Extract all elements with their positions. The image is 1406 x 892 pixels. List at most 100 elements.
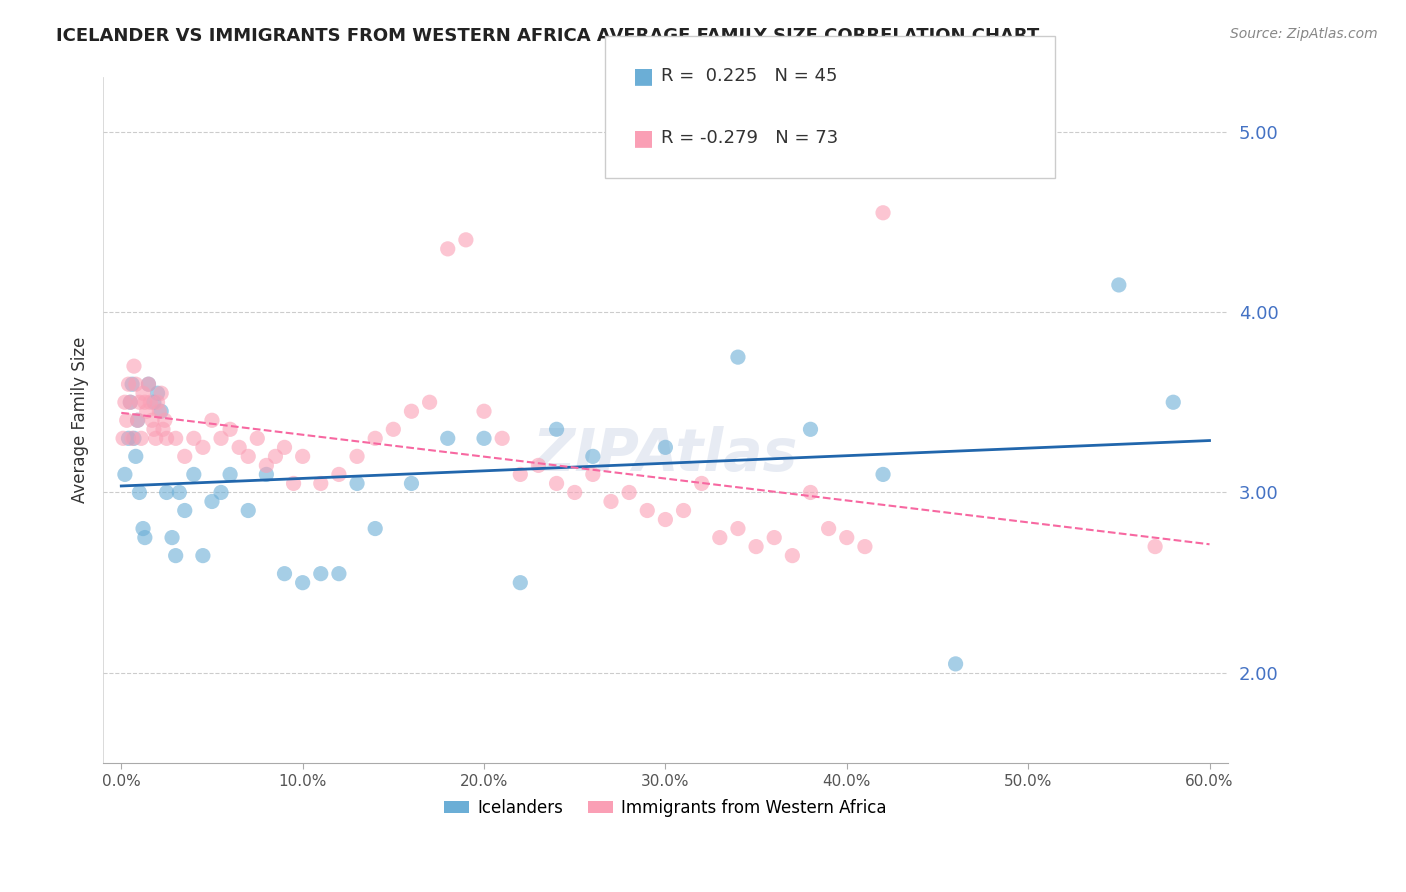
Immigrants from Western Africa [141, 413, 163, 427]
Icelanders [138, 377, 160, 392]
Immigrants from Western Africa [546, 476, 568, 491]
Icelanders [799, 422, 821, 436]
Immigrants from Western Africa [264, 450, 287, 464]
Icelanders [117, 431, 139, 445]
Icelanders [169, 485, 191, 500]
Icelanders [142, 395, 165, 409]
Immigrants from Western Africa [419, 395, 441, 409]
Icelanders [150, 404, 173, 418]
Immigrants from Western Africa [872, 206, 894, 220]
Immigrants from Western Africa [509, 467, 531, 482]
Immigrants from Western Africa [853, 540, 876, 554]
Icelanders [328, 566, 350, 581]
Icelanders [191, 549, 214, 563]
Immigrants from Western Africa [117, 377, 139, 392]
Icelanders [219, 467, 242, 482]
Text: ■: ■ [633, 128, 654, 148]
Immigrants from Western Africa [672, 503, 695, 517]
Immigrants from Western Africa [309, 476, 332, 491]
Immigrants from Western Africa [709, 531, 731, 545]
Icelanders [654, 441, 676, 455]
Icelanders [472, 431, 495, 445]
Immigrants from Western Africa [146, 395, 169, 409]
Immigrants from Western Africa [564, 485, 586, 500]
Immigrants from Western Africa [128, 395, 150, 409]
Icelanders [165, 549, 187, 563]
Immigrants from Western Africa [254, 458, 277, 473]
Immigrants from Western Africa [817, 522, 839, 536]
Icelanders [120, 395, 142, 409]
Icelanders [160, 531, 183, 545]
Icelanders [872, 467, 894, 482]
Immigrants from Western Africa [436, 242, 458, 256]
Immigrants from Western Africa [129, 431, 152, 445]
Icelanders [291, 575, 314, 590]
Immigrants from Western Africa [138, 377, 160, 392]
Immigrants from Western Africa [346, 450, 368, 464]
Immigrants from Western Africa [121, 431, 143, 445]
Text: R = -0.279   N = 73: R = -0.279 N = 73 [661, 129, 838, 147]
Immigrants from Western Africa [328, 467, 350, 482]
Immigrants from Western Africa [273, 441, 295, 455]
Icelanders [209, 485, 232, 500]
Immigrants from Western Africa [112, 431, 135, 445]
Text: ICELANDER VS IMMIGRANTS FROM WESTERN AFRICA AVERAGE FAMILY SIZE CORRELATION CHAR: ICELANDER VS IMMIGRANTS FROM WESTERN AFR… [56, 27, 1039, 45]
Immigrants from Western Africa [617, 485, 640, 500]
Immigrants from Western Africa [527, 458, 550, 473]
Icelanders [364, 522, 387, 536]
Icelanders [346, 476, 368, 491]
Text: ■: ■ [633, 66, 654, 86]
Icelanders [122, 431, 145, 445]
Immigrants from Western Africa [835, 531, 858, 545]
Immigrants from Western Africa [150, 386, 173, 401]
Immigrants from Western Africa [183, 431, 205, 445]
Immigrants from Western Africa [153, 413, 176, 427]
Immigrants from Western Africa [291, 450, 314, 464]
Icelanders [173, 503, 195, 517]
Icelanders [436, 431, 458, 445]
Immigrants from Western Africa [139, 395, 162, 409]
Legend: Icelanders, Immigrants from Western Africa: Icelanders, Immigrants from Western Afri… [437, 792, 894, 823]
Immigrants from Western Africa [155, 431, 177, 445]
Immigrants from Western Africa [654, 512, 676, 526]
Icelanders [945, 657, 967, 671]
Icelanders [546, 422, 568, 436]
Icelanders [238, 503, 260, 517]
Immigrants from Western Africa [454, 233, 477, 247]
Immigrants from Western Africa [782, 549, 804, 563]
Icelanders [127, 413, 149, 427]
Icelanders [309, 566, 332, 581]
Immigrants from Western Africa [283, 476, 305, 491]
Icelanders [183, 467, 205, 482]
Immigrants from Western Africa [401, 404, 423, 418]
Immigrants from Western Africa [201, 413, 224, 427]
Icelanders [727, 350, 749, 364]
Icelanders [1108, 277, 1130, 292]
Immigrants from Western Africa [228, 441, 250, 455]
Icelanders [509, 575, 531, 590]
Immigrants from Western Africa [191, 441, 214, 455]
Icelanders [201, 494, 224, 508]
Icelanders [254, 467, 277, 482]
Immigrants from Western Africa [382, 422, 405, 436]
Immigrants from Western Africa [246, 431, 269, 445]
Immigrants from Western Africa [165, 431, 187, 445]
Immigrants from Western Africa [114, 395, 136, 409]
Icelanders [125, 450, 148, 464]
Immigrants from Western Africa [120, 395, 142, 409]
Immigrants from Western Africa [1144, 540, 1167, 554]
Immigrants from Western Africa [145, 431, 167, 445]
Icelanders [401, 476, 423, 491]
Immigrants from Western Africa [115, 413, 138, 427]
Text: R =  0.225   N = 45: R = 0.225 N = 45 [661, 67, 838, 85]
Immigrants from Western Africa [799, 485, 821, 500]
Immigrants from Western Africa [582, 467, 605, 482]
Immigrants from Western Africa [219, 422, 242, 436]
Immigrants from Western Africa [491, 431, 513, 445]
Immigrants from Western Africa [364, 431, 387, 445]
Y-axis label: Average Family Size: Average Family Size [72, 337, 89, 503]
Icelanders [582, 450, 605, 464]
Icelanders [132, 522, 155, 536]
Icelanders [155, 485, 177, 500]
Immigrants from Western Africa [173, 450, 195, 464]
